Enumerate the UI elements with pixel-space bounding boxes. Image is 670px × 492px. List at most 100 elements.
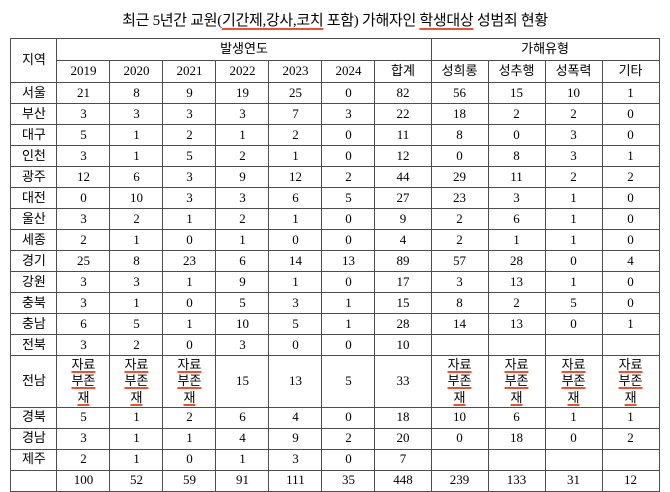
value-cell: 1 [544, 229, 603, 251]
table-row: 울산 3 2 1 2 1 0 9 2 6 1 0 [10, 208, 660, 230]
total-cell: 239 [430, 469, 489, 492]
value-cell [487, 448, 546, 471]
region-cell: 세종 [10, 229, 58, 251]
value-cell: 1 [544, 187, 603, 209]
region-cell: 충남 [10, 313, 58, 335]
value-cell: 8 [109, 250, 164, 272]
col-group-year: 발생연도 [56, 38, 432, 61]
value-cell: 15 [487, 82, 546, 104]
title-text-segment: 성범죄 현황 [473, 13, 548, 29]
value-cell: 0 [268, 334, 323, 356]
value-cell: 11 [487, 166, 546, 188]
value-cell: 18 [374, 406, 432, 429]
value-cell: 0 [430, 145, 489, 167]
region-cell: 경남 [10, 427, 58, 450]
value-cell: 1 [162, 271, 217, 293]
value-cell: 25 [56, 250, 111, 272]
value-cell: 0 [56, 187, 111, 209]
value-cell: 3 [56, 427, 111, 450]
value-cell: 82 [374, 82, 432, 104]
value-cell: 19 [215, 82, 270, 104]
value-cell [487, 334, 546, 356]
value-cell: 2 [601, 166, 660, 188]
region-cell: 경기 [10, 250, 58, 272]
value-cell: 5 [268, 313, 323, 335]
table-row: 충북 3 1 0 5 3 1 15 8 2 5 0 [10, 292, 660, 314]
region-cell: 인천 [10, 145, 58, 167]
value-cell: 자료부존재 [430, 355, 489, 408]
value-cell: 0 [601, 292, 660, 314]
value-cell: 0 [487, 124, 546, 146]
region-cell: 경북 [10, 406, 58, 429]
value-cell: 7 [374, 448, 432, 471]
region-cell: 강원 [10, 271, 58, 293]
table-header: 지역 발생연도 가해유형 2019 2020 2021 2022 2023 2024 합계 성… [10, 38, 660, 83]
value-cell [601, 334, 660, 356]
value-cell: 9 [215, 166, 270, 188]
value-cell: 0 [430, 427, 489, 450]
value-cell: 8 [430, 292, 489, 314]
table-row: 대구 5 1 2 1 2 0 11 8 0 3 0 [10, 124, 660, 146]
value-cell: 4 [215, 427, 270, 450]
value-cell: 12 [268, 166, 323, 188]
region-cell: 전북 [10, 334, 58, 356]
value-cell: 0 [321, 271, 376, 293]
value-cell: 6 [215, 250, 270, 272]
nodata-label: 자료부존재 [561, 357, 586, 405]
column-header: 2020 [109, 60, 164, 83]
value-cell: 1 [268, 208, 323, 230]
value-cell: 89 [374, 250, 432, 272]
region-cell: 광주 [10, 166, 58, 188]
value-cell: 3 [215, 103, 270, 125]
value-cell: 0 [162, 448, 217, 471]
value-cell: 0 [601, 208, 660, 230]
value-cell: 2 [430, 208, 489, 230]
value-cell: 1 [109, 448, 164, 471]
value-cell: 5 [321, 187, 376, 209]
value-cell: 1 [109, 427, 164, 450]
value-cell: 1 [215, 124, 270, 146]
column-header: 2021 [162, 60, 217, 83]
value-cell: 3 [56, 103, 111, 125]
value-cell: 1 [321, 292, 376, 314]
value-cell: 3 [162, 187, 217, 209]
value-cell: 14 [430, 313, 489, 335]
value-cell: 2 [601, 427, 660, 450]
value-cell: 2 [215, 145, 270, 167]
value-cell: 8 [487, 145, 546, 167]
value-cell: 7 [268, 103, 323, 125]
value-cell: 0 [321, 82, 376, 104]
value-cell: 27 [374, 187, 432, 209]
value-cell: 1 [268, 271, 323, 293]
value-cell: 3 [215, 334, 270, 356]
total-cell: 35 [321, 469, 376, 492]
value-cell: 1 [601, 313, 660, 335]
value-cell: 2 [544, 103, 603, 125]
value-cell: 9 [268, 427, 323, 450]
value-cell: 3 [109, 271, 164, 293]
col-group-offense-type: 가해유형 [430, 38, 660, 61]
value-cell: 13 [321, 250, 376, 272]
value-cell: 0 [544, 427, 603, 450]
region-cell: 전남 [10, 355, 58, 408]
value-cell: 44 [374, 166, 432, 188]
nodata-label: 자료부존재 [124, 357, 149, 405]
value-cell: 28 [374, 313, 432, 335]
value-cell: 2 [487, 103, 546, 125]
column-header: 2019 [56, 60, 111, 83]
column-header: 2023 [268, 60, 323, 83]
value-cell: 0 [601, 229, 660, 251]
value-cell: 1 [109, 229, 164, 251]
value-cell: 6 [268, 187, 323, 209]
nodata-label: 자료부존재 [447, 357, 472, 405]
column-header: 2024 [321, 60, 376, 83]
region-cell: 대전 [10, 187, 58, 209]
total-cell: 12 [601, 469, 660, 492]
value-cell: 5 [544, 292, 603, 314]
page-title: 최근 5년간 교원(기간제,강사,코치 포함) 가해자인 학생대상 성범죄 현황 [0, 0, 670, 38]
value-cell: 3 [544, 145, 603, 167]
value-cell: 0 [321, 124, 376, 146]
value-cell: 0 [544, 313, 603, 335]
value-cell: 1 [601, 406, 660, 429]
value-cell: 0 [544, 250, 603, 272]
